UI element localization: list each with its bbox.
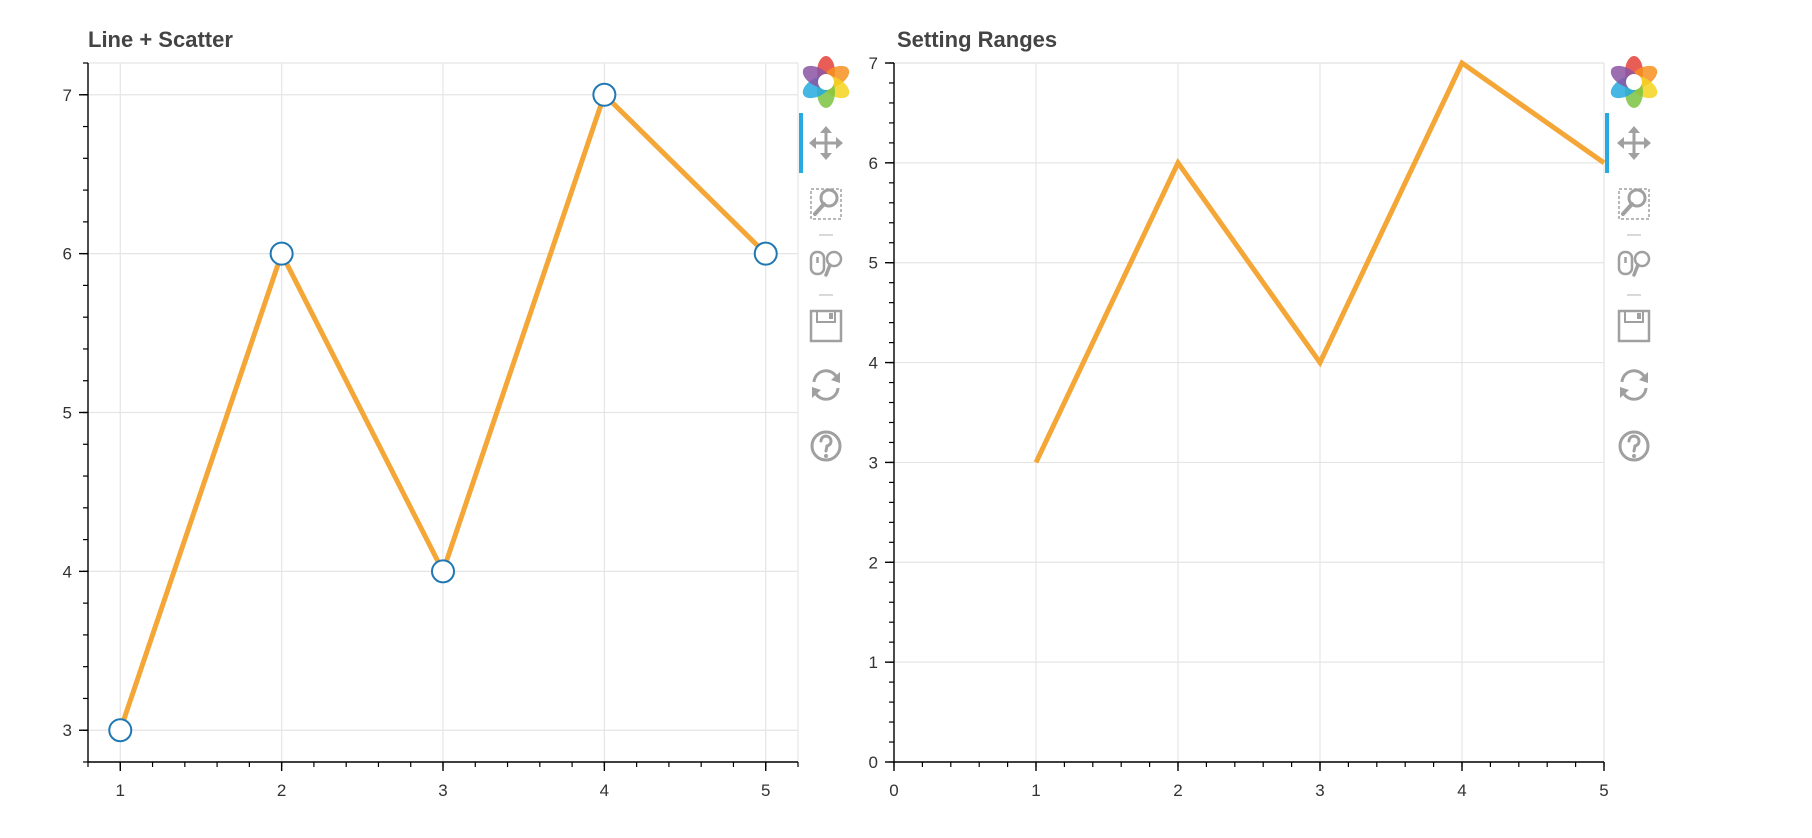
reset-icon[interactable]: [1620, 369, 1648, 401]
wheel-zoom-icon[interactable]: [809, 250, 843, 277]
plot-title: Line + Scatter: [88, 27, 233, 52]
x-tick-label: 1: [116, 781, 125, 800]
y-axis: 3 4 5 6 7: [63, 62, 89, 763]
x-tick-label: 1: [1031, 781, 1040, 800]
pan-icon[interactable]: [809, 126, 843, 160]
x-tick-label: 4: [600, 781, 609, 800]
x-tick-label: 2: [1173, 781, 1182, 800]
x-tick-label: 0: [889, 781, 898, 800]
x-tick-label: 3: [1315, 781, 1324, 800]
plot-title: Setting Ranges: [897, 27, 1057, 52]
logo-center: [1626, 74, 1642, 90]
y-axis: 0 1 2 3 4 5 6 7: [869, 54, 895, 772]
y-tick-label: 4: [869, 354, 878, 373]
y-tick-label: 3: [869, 453, 878, 472]
plot-line-scatter[interactable]: Line + Scatter 1 2 3 4 5 3 4 5 6 7: [63, 27, 799, 800]
help-icon[interactable]: [810, 430, 842, 462]
toolbar: [799, 56, 853, 462]
scatter-point: [753, 241, 778, 266]
grid: [88, 62, 799, 762]
y-tick-label: 6: [63, 245, 72, 264]
save-icon[interactable]: [809, 309, 843, 343]
y-tick-label: 5: [63, 404, 72, 423]
wheel-zoom-icon[interactable]: [1617, 250, 1651, 277]
reset-icon[interactable]: [812, 369, 840, 401]
y-tick-label: 1: [869, 653, 878, 672]
x-tick-label: 5: [761, 781, 770, 800]
y-tick-label: 0: [869, 753, 878, 772]
x-tick-label: 4: [1457, 781, 1466, 800]
scatter-point: [269, 241, 294, 266]
scatter-point: [592, 82, 617, 107]
y-tick-label: 5: [869, 254, 878, 273]
box-zoom-icon[interactable]: [810, 188, 842, 220]
y-tick-label: 7: [63, 86, 72, 105]
active-tool-indicator: [799, 113, 803, 173]
bokeh-logo-icon[interactable]: [1607, 56, 1661, 108]
y-tick-label: 2: [869, 553, 878, 572]
pan-icon[interactable]: [1617, 126, 1651, 160]
x-tick-label: 3: [438, 781, 447, 800]
help-icon[interactable]: [1618, 430, 1650, 462]
y-tick-label: 3: [63, 721, 72, 740]
toolbar: [1605, 56, 1661, 462]
x-axis: 1 2 3 4 5: [87, 761, 799, 800]
y-tick-label: 4: [63, 562, 72, 581]
box-zoom-icon[interactable]: [1618, 188, 1650, 220]
scatter-point: [431, 559, 455, 584]
x-axis: 0 1 2 3 4 5: [889, 761, 1609, 800]
grid: [893, 62, 1605, 763]
bokeh-logo-icon[interactable]: [799, 56, 853, 108]
scatter-point: [108, 718, 133, 743]
y-tick-label: 7: [869, 54, 878, 73]
plot-setting-ranges[interactable]: Setting Ranges 0 1 2 3 4 5 0 1 2 3 4 5 6 7: [869, 27, 1609, 800]
save-icon[interactable]: [1617, 309, 1651, 343]
active-tool-indicator: [1605, 113, 1609, 173]
y-tick-label: 6: [869, 154, 878, 173]
series-line: [1033, 59, 1606, 464]
x-tick-label: 2: [277, 781, 286, 800]
x-tick-label: 5: [1599, 781, 1608, 800]
logo-center: [818, 74, 834, 90]
